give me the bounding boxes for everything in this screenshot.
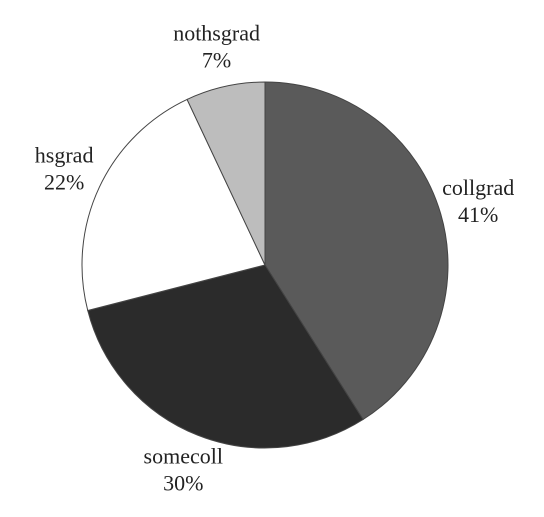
slice-label: hsgrad xyxy=(35,143,94,168)
slice-value-label: 7% xyxy=(202,47,231,72)
slice-label: nothsgrad xyxy=(173,20,260,45)
pie-slice xyxy=(186,81,266,266)
slice-value-label: 30% xyxy=(163,470,203,495)
slice-label: collgrad xyxy=(442,175,514,200)
pie-slice xyxy=(87,264,364,449)
slice-label: somecoll xyxy=(144,443,223,468)
slice-value-label: 22% xyxy=(44,170,84,195)
pie-slice xyxy=(264,81,449,421)
slice-value-label: 41% xyxy=(458,202,498,227)
pie-slice xyxy=(81,98,266,312)
